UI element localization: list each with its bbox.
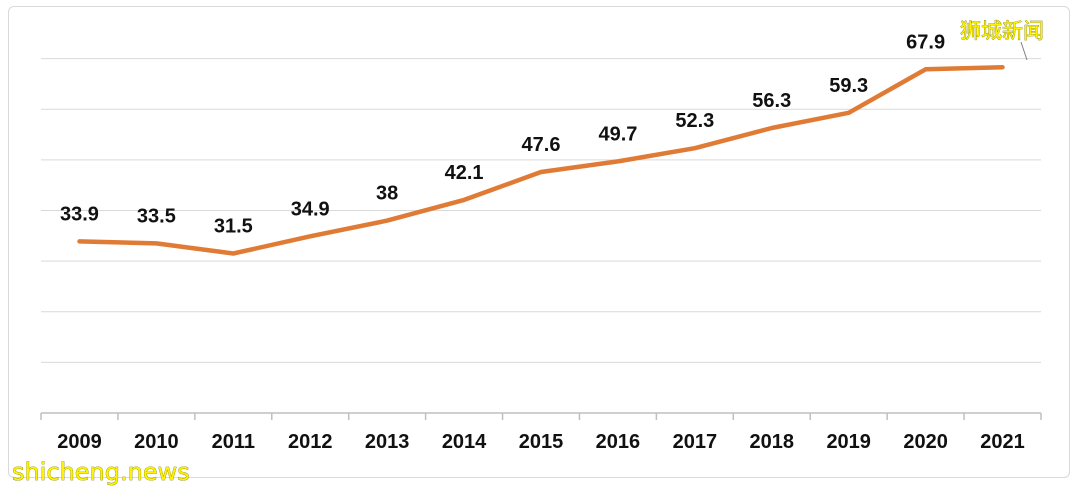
x-tick-label: 2020: [903, 431, 948, 453]
x-tick-label: 2019: [826, 431, 871, 453]
x-axis: 2009 2010 2011 2012 2013 2014 2015 2016 2017 2018…: [40, 412, 1042, 453]
x-tick-label: 2009: [57, 431, 102, 453]
x-tick-label: 2015: [519, 431, 564, 453]
data-label: 56.3: [752, 90, 791, 112]
data-point: [154, 241, 158, 245]
data-label: 52.3: [675, 110, 714, 132]
x-tick-label: 2021: [980, 431, 1025, 453]
data-point: [1001, 65, 1005, 69]
x-tick-label: 2014: [442, 431, 487, 453]
series-line: [77, 64, 1005, 256]
watermark-leader-line: [1020, 41, 1028, 61]
x-tick-label: 2011: [212, 431, 255, 453]
data-point: [693, 146, 697, 150]
data-label: 59.3: [829, 75, 868, 97]
series-layer: [77, 64, 1005, 256]
watermark-top-right: 狮城新闻: [960, 19, 1044, 43]
data-label: 33.5: [137, 205, 176, 227]
data-point: [539, 170, 543, 174]
gridlines: [41, 58, 1041, 363]
data-point: [462, 198, 466, 202]
data-point: [924, 67, 928, 71]
x-tick-label: 2010: [134, 431, 179, 453]
data-label: 49.7: [598, 123, 637, 145]
x-tick-label: 2017: [673, 431, 718, 453]
chart-frame: [8, 6, 1070, 478]
data-label: 34.9: [291, 198, 330, 220]
data-point: [770, 126, 774, 130]
x-tick-label: 2012: [288, 431, 333, 453]
data-label: 42.1: [445, 162, 484, 184]
watermarks: 狮城新闻 shicheng.news: [12, 19, 1045, 487]
data-label: 38: [376, 183, 398, 205]
data-label: 67.9: [906, 31, 945, 53]
watermark-bottom-left: shicheng.news: [12, 458, 190, 486]
x-tick-label: 2018: [750, 431, 795, 453]
x-tick-label: 2013: [365, 431, 410, 453]
data-point: [847, 111, 851, 115]
data-point: [616, 159, 620, 163]
data-point: [231, 252, 235, 256]
data-point: [385, 219, 389, 223]
data-label: 33.9: [60, 203, 99, 225]
data-label: 31.5: [214, 216, 253, 238]
x-tick-label: 2016: [596, 431, 641, 453]
data-point: [77, 239, 81, 243]
data-labels: 33.9 33.5 31.5 34.9 38 42.1 47.6 49.7 52.3 56.3 59…: [60, 31, 945, 237]
data-point: [308, 234, 312, 238]
data-label: 47.6: [522, 134, 561, 156]
